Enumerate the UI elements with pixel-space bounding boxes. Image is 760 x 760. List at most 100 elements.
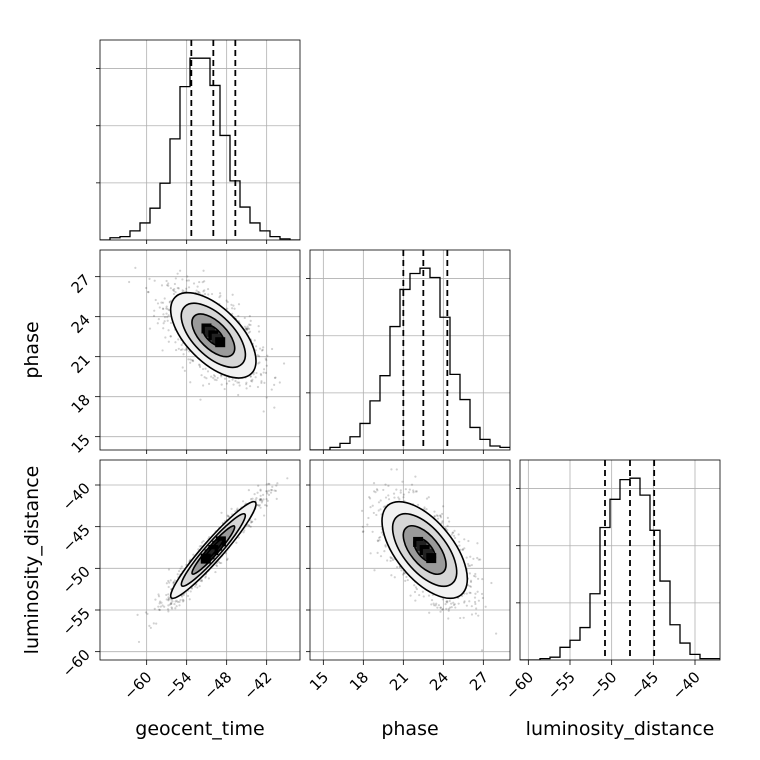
scatter-point (147, 291, 150, 294)
scatter-point (185, 348, 189, 351)
x-tick-label: −54 (160, 668, 195, 703)
scatter-point (136, 613, 139, 616)
scatter-point (226, 514, 229, 517)
scatter-point (439, 514, 442, 517)
scatter-point (425, 497, 429, 500)
scatter-point (475, 607, 478, 610)
scatter-point (467, 562, 470, 566)
scatter-point (176, 600, 179, 603)
scatter-point (188, 350, 191, 353)
scatter-point (472, 557, 475, 560)
scatter-point (262, 493, 265, 496)
scatter-point (247, 331, 250, 334)
y-tick-label: −50 (59, 562, 94, 597)
scatter-point (447, 609, 450, 612)
scatter-point (441, 608, 444, 611)
scatter-point (416, 503, 420, 506)
scatter-point (467, 539, 470, 543)
scatter-point (172, 292, 176, 296)
scatter-point (474, 592, 477, 595)
scatter-point (377, 509, 380, 512)
scatter-point (164, 336, 167, 339)
scatter-point (473, 596, 477, 599)
scatter-point (148, 277, 151, 280)
scatter-point (258, 361, 261, 364)
scatter-point (463, 547, 466, 550)
scatter-point (266, 499, 269, 503)
scatter-point (167, 308, 170, 312)
scatter-point (213, 378, 216, 381)
scatter-point (174, 600, 177, 603)
scatter-point (256, 503, 259, 507)
scatter-point (251, 520, 254, 523)
scatter-point (274, 489, 278, 492)
scatter-point (267, 489, 271, 492)
scatter-point (148, 624, 151, 627)
scatter-point (255, 497, 258, 500)
scatter-point (476, 542, 479, 545)
scatter-point (225, 382, 229, 385)
scatter-point (177, 287, 180, 290)
scatter-point (157, 318, 160, 321)
scatter-point (178, 570, 181, 573)
scatter-point (275, 497, 278, 501)
scatter-point (446, 600, 449, 603)
x-tick-label: −50 (585, 668, 620, 703)
scatter-point (267, 493, 271, 496)
scatter-point (376, 489, 379, 492)
scatter-point (454, 606, 457, 609)
scatter-point (269, 491, 273, 494)
scatter-point (366, 523, 369, 526)
scatter-point (172, 581, 175, 584)
x-tick-label: 18 (346, 668, 372, 694)
scatter-point (457, 602, 460, 605)
scatter-point (158, 306, 161, 309)
scatter-point (157, 605, 160, 608)
scatter-point (273, 383, 276, 386)
scatter-point (468, 564, 472, 567)
scatter-point (260, 380, 263, 383)
scatter-point (421, 590, 424, 593)
scatter-point (165, 598, 168, 601)
scatter-point (249, 379, 253, 382)
density-cell (426, 553, 437, 564)
scatter-point (179, 599, 182, 602)
scatter-point (458, 544, 461, 547)
scatter-point (461, 548, 464, 551)
scatter-point (159, 605, 162, 608)
scatter-point (439, 516, 443, 519)
scatter-point (246, 325, 249, 328)
scatter-point (258, 347, 262, 350)
scatter-point (160, 601, 163, 604)
scatter-point (256, 354, 259, 357)
scatter-point (433, 515, 436, 518)
scatter-point (260, 501, 264, 504)
scatter-point (446, 516, 449, 519)
scatter-point (468, 600, 471, 603)
scatter-point (453, 603, 456, 606)
scatter-point (171, 600, 174, 603)
scatter-point (153, 279, 156, 282)
scatter-point (270, 347, 274, 351)
scatter-point (176, 286, 179, 290)
contour-line (169, 291, 257, 379)
scatter-point (477, 577, 480, 580)
scatter-point (413, 590, 417, 594)
scatter-point (154, 598, 157, 601)
scatter-point (242, 531, 245, 534)
scatter-point (264, 504, 267, 507)
scatter-point (167, 599, 170, 602)
scatter-point (152, 314, 156, 317)
y-tick-label: 24 (68, 311, 94, 337)
scatter-point (441, 521, 444, 524)
scatter-point (202, 384, 205, 387)
scatter-point (191, 360, 195, 363)
scatter-point (254, 518, 257, 521)
y-tick-label: 18 (68, 391, 94, 417)
x-axis-label-geocent_time: geocent_time (135, 718, 264, 740)
scatter-point (170, 602, 173, 606)
scatter-point (436, 517, 440, 520)
scatter-point (273, 489, 276, 492)
scatter-point (368, 495, 371, 499)
scatter-point (451, 531, 454, 534)
